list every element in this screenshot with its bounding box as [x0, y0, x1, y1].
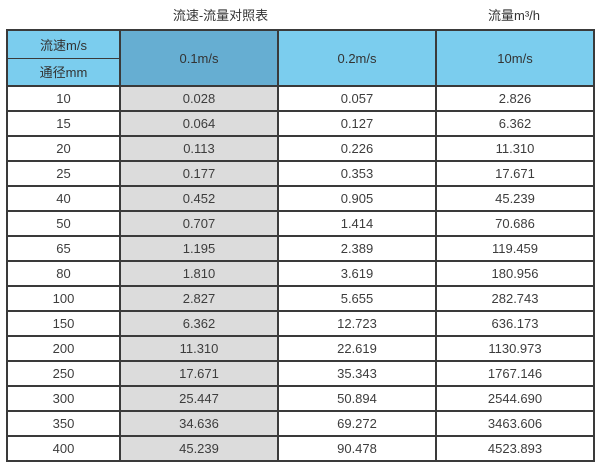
value-cell: 5.655: [277, 285, 437, 312]
diameter-cell: 15: [6, 110, 121, 137]
value-cell: 282.743: [435, 285, 595, 312]
value-cell: 0.707: [119, 210, 279, 237]
value-cell: 90.478: [277, 435, 437, 462]
value-cell: 119.459: [435, 235, 595, 262]
value-cell: 0.113: [119, 135, 279, 162]
diameter-cell: 10: [6, 85, 121, 112]
table-row: 65 1.195 2.389 119.459: [6, 235, 595, 262]
value-cell: 3463.606: [435, 410, 595, 437]
diameter-cell: 50: [6, 210, 121, 237]
table-row: 100 2.827 5.655 282.743: [6, 285, 595, 312]
value-cell: 0.353: [277, 160, 437, 187]
value-cell: 0.064: [119, 110, 279, 137]
diameter-cell: 20: [6, 135, 121, 162]
diameter-cell: 40: [6, 185, 121, 212]
table-row: 50 0.707 1.414 70.686: [6, 210, 595, 237]
table-row: 200 11.310 22.619 1130.973: [6, 335, 595, 362]
diameter-cell: 100: [6, 285, 121, 312]
value-cell: 45.239: [119, 435, 279, 462]
table-row: 15 0.064 0.127 6.362: [6, 110, 595, 137]
diameter-cell: 350: [6, 410, 121, 437]
value-cell: 1.195: [119, 235, 279, 262]
column-header-0-1ms: 0.1m/s: [119, 29, 279, 87]
table-row: 400 45.239 90.478 4523.893: [6, 435, 595, 462]
value-cell: 12.723: [277, 310, 437, 337]
diameter-cell: 150: [6, 310, 121, 337]
value-cell: 1.810: [119, 260, 279, 287]
diameter-cell: 25: [6, 160, 121, 187]
value-cell: 1.414: [277, 210, 437, 237]
diameter-cell: 65: [6, 235, 121, 262]
value-cell: 4523.893: [435, 435, 595, 462]
flow-rate-table: 流速m/s 0.1m/s 0.2m/s 10m/s 通径mm 10 0.028 …: [6, 29, 595, 462]
value-cell: 34.636: [119, 410, 279, 437]
value-cell: 0.905: [277, 185, 437, 212]
table-title: 流速-流量对照表: [172, 8, 269, 23]
value-cell: 22.619: [277, 335, 437, 362]
value-cell: 2.826: [435, 85, 595, 112]
table-row: 10 0.028 0.057 2.826: [6, 85, 595, 112]
diameter-cell: 250: [6, 360, 121, 387]
value-cell: 25.447: [119, 385, 279, 412]
value-cell: 6.362: [119, 310, 279, 337]
table-row: 20 0.113 0.226 11.310: [6, 135, 595, 162]
diameter-cell: 200: [6, 335, 121, 362]
value-cell: 69.272: [277, 410, 437, 437]
table-header: 流速m/s 0.1m/s 0.2m/s 10m/s 通径mm: [6, 29, 595, 87]
table-row: 80 1.810 3.619 180.956: [6, 260, 595, 287]
value-cell: 636.173: [435, 310, 595, 337]
value-cell: 17.671: [435, 160, 595, 187]
value-cell: 35.343: [277, 360, 437, 387]
value-cell: 1130.973: [435, 335, 595, 362]
value-cell: 2.389: [277, 235, 437, 262]
value-cell: 0.452: [119, 185, 279, 212]
value-cell: 2544.690: [435, 385, 595, 412]
value-cell: 0.226: [277, 135, 437, 162]
value-cell: 0.177: [119, 160, 279, 187]
value-cell: 0.057: [277, 85, 437, 112]
value-cell: 70.686: [435, 210, 595, 237]
value-cell: 50.894: [277, 385, 437, 412]
table-row: 300 25.447 50.894 2544.690: [6, 385, 595, 412]
value-cell: 3.619: [277, 260, 437, 287]
value-cell: 45.239: [435, 185, 595, 212]
value-cell: 11.310: [119, 335, 279, 362]
diameter-cell: 400: [6, 435, 121, 462]
value-cell: 6.362: [435, 110, 595, 137]
corner-velocity-label: 流速m/s: [6, 29, 121, 59]
diameter-cell: 80: [6, 260, 121, 287]
table-row: 150 6.362 12.723 636.173: [6, 310, 595, 337]
value-cell: 1767.146: [435, 360, 595, 387]
column-header-0-2ms: 0.2m/s: [277, 29, 437, 87]
value-cell: 0.127: [277, 110, 437, 137]
column-header-10ms: 10m/s: [435, 29, 595, 87]
table-body: 10 0.028 0.057 2.826 15 0.064 0.127 6.36…: [6, 85, 595, 462]
header-row-top: 流速m/s 0.1m/s 0.2m/s 10m/s: [6, 29, 595, 87]
table-row: 350 34.636 69.272 3463.606: [6, 410, 595, 437]
table-row: 25 0.177 0.353 17.671: [6, 160, 595, 187]
value-cell: 180.956: [435, 260, 595, 287]
value-cell: 17.671: [119, 360, 279, 387]
table-row: 250 17.671 35.343 1767.146: [6, 360, 595, 387]
corner-diameter-label: 通径mm: [6, 57, 121, 87]
table-row: 40 0.452 0.905 45.239: [6, 185, 595, 212]
value-cell: 2.827: [119, 285, 279, 312]
header-row-bottom: 通径mm: [6, 57, 594, 87]
diameter-cell: 300: [6, 385, 121, 412]
value-cell: 11.310: [435, 135, 595, 162]
value-cell: 0.028: [119, 85, 279, 112]
caption-bar: 流速-流量对照表 流量m³/h: [0, 0, 600, 29]
flow-unit-label: 流量m³/h: [487, 8, 540, 23]
